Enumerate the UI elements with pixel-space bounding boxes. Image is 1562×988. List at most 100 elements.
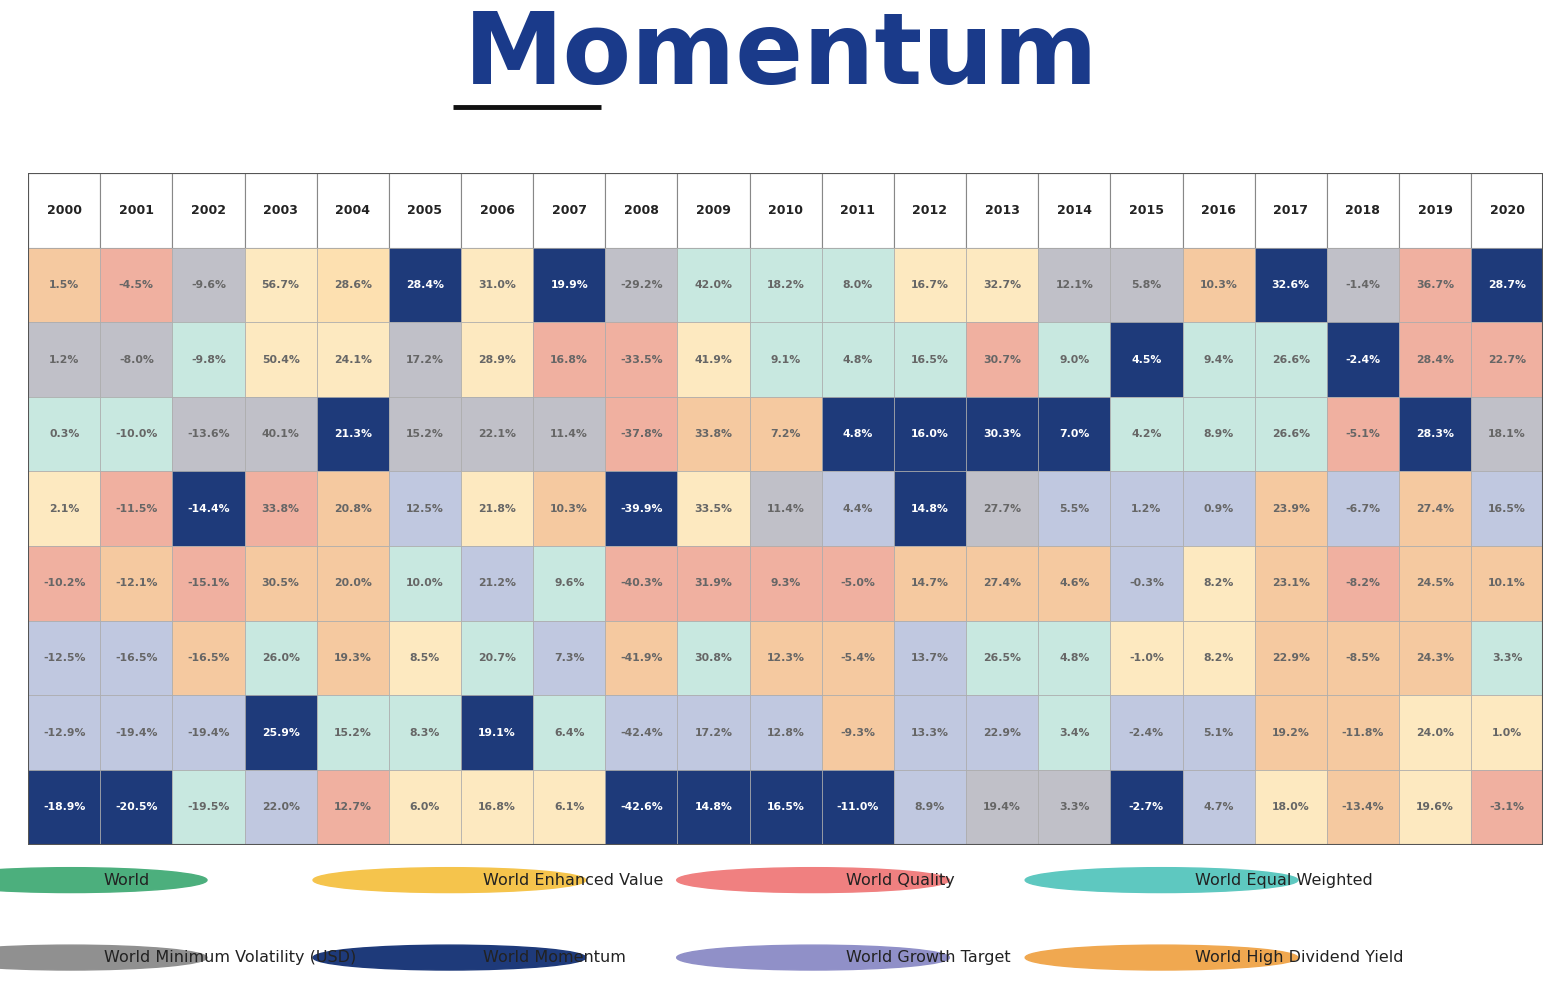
Text: 9.1%: 9.1% bbox=[770, 355, 801, 365]
Bar bbox=[750, 322, 822, 397]
Text: -12.5%: -12.5% bbox=[42, 653, 86, 663]
Text: -9.8%: -9.8% bbox=[191, 355, 226, 365]
Text: 18.2%: 18.2% bbox=[767, 280, 804, 289]
Bar bbox=[245, 546, 317, 620]
Text: -5.1%: -5.1% bbox=[1345, 429, 1381, 440]
Text: 1.0%: 1.0% bbox=[1492, 728, 1523, 738]
Text: 10.3%: 10.3% bbox=[550, 504, 589, 514]
Bar bbox=[606, 471, 678, 546]
Bar bbox=[750, 620, 822, 696]
Bar bbox=[965, 173, 1039, 248]
Text: 17.2%: 17.2% bbox=[406, 355, 444, 365]
Text: 26.5%: 26.5% bbox=[982, 653, 1022, 663]
Text: 1.2%: 1.2% bbox=[48, 355, 80, 365]
Bar bbox=[678, 471, 750, 546]
Bar bbox=[245, 471, 317, 546]
Text: 26.6%: 26.6% bbox=[1271, 355, 1311, 365]
Bar bbox=[1111, 397, 1182, 471]
Text: 23.1%: 23.1% bbox=[1271, 578, 1309, 589]
Circle shape bbox=[312, 867, 586, 892]
Text: 23.9%: 23.9% bbox=[1271, 504, 1309, 514]
Text: 9.4%: 9.4% bbox=[1203, 355, 1234, 365]
Bar bbox=[1471, 770, 1543, 845]
Text: 22.7%: 22.7% bbox=[1489, 355, 1526, 365]
Text: 4.8%: 4.8% bbox=[842, 355, 873, 365]
Text: World Growth Target: World Growth Target bbox=[847, 950, 1011, 965]
Bar bbox=[245, 770, 317, 845]
Bar bbox=[461, 471, 533, 546]
Text: 33.8%: 33.8% bbox=[695, 429, 733, 440]
Bar bbox=[1254, 397, 1326, 471]
Text: 16.8%: 16.8% bbox=[550, 355, 589, 365]
Bar bbox=[245, 248, 317, 322]
Bar bbox=[172, 696, 245, 770]
Bar bbox=[822, 248, 893, 322]
Bar bbox=[678, 546, 750, 620]
Text: -2.4%: -2.4% bbox=[1345, 355, 1381, 365]
Text: 8.9%: 8.9% bbox=[1203, 429, 1234, 440]
Bar bbox=[533, 620, 606, 696]
Text: 21.3%: 21.3% bbox=[334, 429, 372, 440]
Text: -39.9%: -39.9% bbox=[620, 504, 662, 514]
Bar bbox=[822, 546, 893, 620]
Text: 12.3%: 12.3% bbox=[767, 653, 804, 663]
Text: 16.5%: 16.5% bbox=[767, 802, 804, 812]
Bar bbox=[1111, 620, 1182, 696]
Bar bbox=[606, 770, 678, 845]
Text: -13.4%: -13.4% bbox=[1342, 802, 1384, 812]
Text: 8.5%: 8.5% bbox=[409, 653, 440, 663]
Bar bbox=[822, 322, 893, 397]
Bar bbox=[750, 248, 822, 322]
Bar bbox=[100, 471, 172, 546]
Bar bbox=[100, 620, 172, 696]
Text: -5.0%: -5.0% bbox=[840, 578, 875, 589]
Bar bbox=[750, 546, 822, 620]
Bar bbox=[1254, 248, 1326, 322]
Bar bbox=[461, 546, 533, 620]
Text: 21.8%: 21.8% bbox=[478, 504, 515, 514]
Bar bbox=[1254, 471, 1326, 546]
Text: -29.2%: -29.2% bbox=[620, 280, 662, 289]
Bar bbox=[461, 322, 533, 397]
Text: -10.2%: -10.2% bbox=[42, 578, 86, 589]
Bar bbox=[1111, 696, 1182, 770]
Text: 24.5%: 24.5% bbox=[1417, 578, 1454, 589]
Bar bbox=[822, 397, 893, 471]
Text: 12.1%: 12.1% bbox=[1056, 280, 1093, 289]
Bar bbox=[461, 173, 533, 248]
Text: 16.8%: 16.8% bbox=[478, 802, 515, 812]
Text: -16.5%: -16.5% bbox=[116, 653, 158, 663]
Text: -11.0%: -11.0% bbox=[837, 802, 879, 812]
Bar bbox=[317, 696, 389, 770]
Bar bbox=[893, 696, 965, 770]
Text: -3.1%: -3.1% bbox=[1490, 802, 1525, 812]
Bar bbox=[750, 471, 822, 546]
Text: 2019: 2019 bbox=[1418, 204, 1453, 216]
Text: 2010: 2010 bbox=[769, 204, 803, 216]
Bar bbox=[750, 397, 822, 471]
Circle shape bbox=[312, 946, 586, 970]
Text: 2020: 2020 bbox=[1490, 204, 1525, 216]
Bar bbox=[1111, 173, 1182, 248]
Bar bbox=[893, 248, 965, 322]
Text: 16.5%: 16.5% bbox=[911, 355, 950, 365]
Text: 30.5%: 30.5% bbox=[262, 578, 300, 589]
Bar bbox=[1111, 471, 1182, 546]
Text: -42.6%: -42.6% bbox=[620, 802, 662, 812]
Bar bbox=[28, 546, 100, 620]
Text: World Enhanced Value: World Enhanced Value bbox=[483, 872, 664, 887]
Text: 28.4%: 28.4% bbox=[1417, 355, 1454, 365]
Bar bbox=[1254, 620, 1326, 696]
Bar bbox=[1400, 471, 1471, 546]
Text: 16.5%: 16.5% bbox=[1489, 504, 1526, 514]
Text: 6.4%: 6.4% bbox=[555, 728, 584, 738]
Bar bbox=[1400, 770, 1471, 845]
Text: 14.8%: 14.8% bbox=[911, 504, 950, 514]
Bar bbox=[822, 770, 893, 845]
Text: 2013: 2013 bbox=[984, 204, 1020, 216]
Bar bbox=[606, 620, 678, 696]
Bar bbox=[1400, 173, 1471, 248]
Text: 0.9%: 0.9% bbox=[1203, 504, 1234, 514]
Text: 30.3%: 30.3% bbox=[982, 429, 1022, 440]
Text: 25.9%: 25.9% bbox=[262, 728, 300, 738]
